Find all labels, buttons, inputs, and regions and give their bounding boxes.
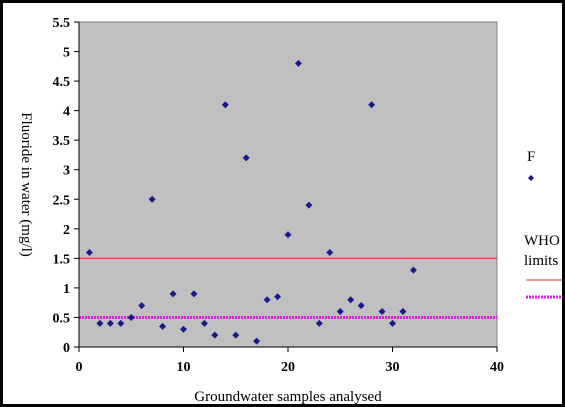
data-point [357, 302, 365, 310]
y-tick-label: 4.5 [53, 75, 71, 90]
y-tick-label: 3 [63, 164, 70, 179]
data-point [221, 101, 229, 109]
data-points [85, 59, 417, 345]
legend-series-marker [528, 175, 534, 181]
data-point [138, 302, 146, 310]
legend-series-label: F [527, 149, 535, 165]
y-tick-label: 0.5 [53, 311, 71, 326]
data-point [253, 337, 261, 345]
data-point [263, 296, 271, 304]
data-point [389, 319, 396, 327]
data-point [378, 308, 386, 316]
y-tick-label: 3.5 [53, 134, 71, 149]
y-tick-label: 1 [63, 282, 70, 297]
y-tick-label: 5.5 [53, 16, 71, 31]
y-tick-label: 2.5 [53, 193, 71, 208]
data-point [284, 231, 292, 239]
y-tick-label: 4 [63, 105, 70, 120]
legend-limits-label-line2: limits [524, 253, 558, 269]
data-point [159, 322, 167, 330]
data-point [399, 308, 407, 316]
x-tick-label: 20 [281, 360, 295, 375]
data-point [169, 290, 177, 298]
data-point [409, 266, 417, 274]
plot-area [78, 21, 498, 348]
data-point [180, 325, 187, 333]
y-tick-label: 5 [63, 46, 70, 61]
data-point [232, 331, 240, 339]
data-point [315, 319, 323, 327]
x-tick-label: 0 [76, 360, 83, 375]
data-point [368, 101, 376, 109]
y-tick-label: 2 [63, 223, 70, 238]
data-point [200, 319, 208, 327]
x-tick-label: 40 [490, 360, 504, 375]
x-tick-label: 30 [386, 360, 400, 375]
data-point [190, 290, 198, 298]
reference-lines [79, 257, 497, 319]
x-tick-label: 10 [177, 360, 191, 375]
data-point [96, 319, 104, 327]
data-point [85, 248, 93, 256]
x-axis-label: Groundwater samples analysed [194, 389, 382, 405]
data-point [117, 319, 125, 327]
legend-limits-label-line1: WHO [524, 233, 560, 249]
data-point [211, 331, 219, 339]
data-point [127, 313, 135, 321]
data-point [326, 248, 334, 256]
data-point [148, 195, 156, 203]
data-point [347, 296, 355, 304]
data-point [274, 293, 282, 301]
y-tick-label: 1.5 [53, 252, 71, 267]
y-tick-label: 0 [63, 341, 70, 356]
data-point [106, 319, 114, 327]
data-point [242, 154, 250, 162]
data-point [336, 308, 344, 316]
data-point [294, 59, 302, 67]
legend: F WHO limits [524, 149, 562, 299]
axes: 0 0.5 1 1.5 2 2.5 3 3.5 4 4.5 5 5.5 0 10 20 30 40 [53, 16, 505, 375]
data-point [305, 201, 313, 209]
y-axis-label: Fluoride in water (mg/l) [18, 112, 34, 257]
